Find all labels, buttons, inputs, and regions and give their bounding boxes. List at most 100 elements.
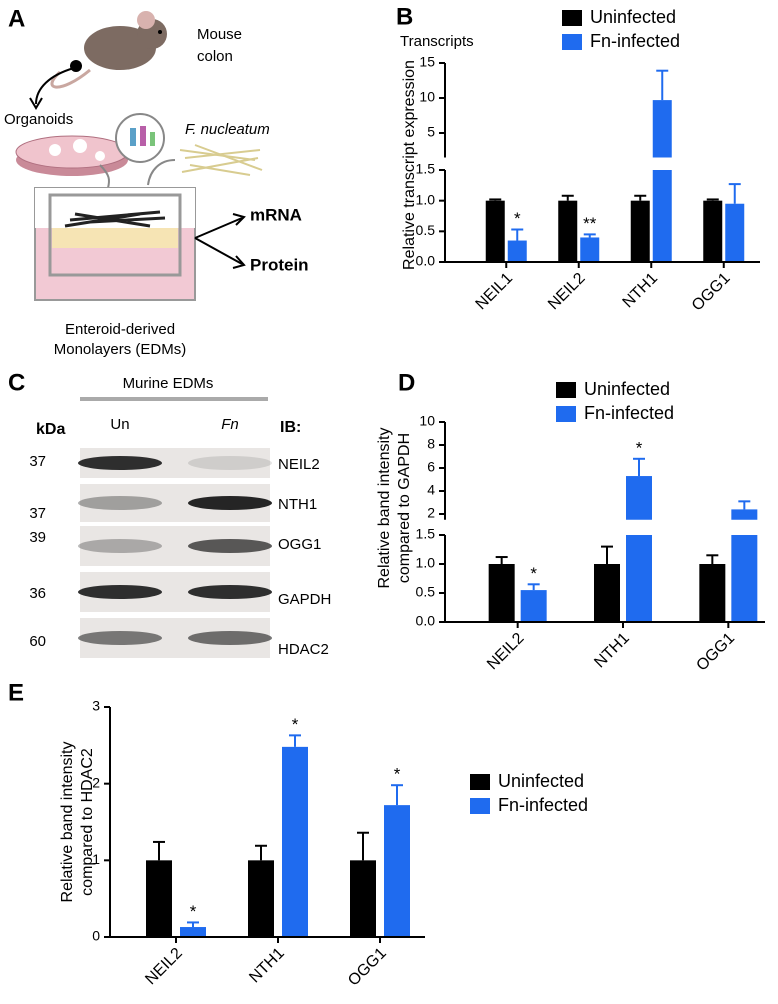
readout-label: mRNA <box>250 205 302 224</box>
significance: * <box>394 765 401 784</box>
y-tick-label: 8 <box>427 436 435 452</box>
protein-label: OGG1 <box>278 536 321 553</box>
y-tick-label: 2 <box>92 774 100 790</box>
legend-swatch <box>562 10 582 26</box>
panel-label: A <box>8 5 25 32</box>
bar <box>652 100 672 262</box>
y-axis-label: compared to GAPDH <box>396 433 413 583</box>
axis-break <box>447 519 767 535</box>
transwell <box>34 187 196 301</box>
protein-label: HDAC2 <box>278 641 329 658</box>
legend-swatch <box>470 798 490 814</box>
y-axis-label: compared to HDAC2 <box>79 748 96 896</box>
panel-label: E <box>8 679 24 706</box>
y-tick-label: 0.0 <box>416 613 436 629</box>
significance: * <box>190 902 197 921</box>
source-label: colon <box>197 48 233 65</box>
significance: ** <box>583 214 597 233</box>
bar <box>384 805 410 937</box>
legend-label: Fn-infected <box>584 403 674 423</box>
bar <box>626 476 652 622</box>
source-label: Mouse <box>197 26 242 43</box>
kda-label: 37 <box>29 505 46 522</box>
bar <box>594 564 620 622</box>
y-tick-label: 0.5 <box>416 584 436 600</box>
y-tick-label: 0.5 <box>416 222 436 238</box>
y-tick-label: 1 <box>92 851 100 867</box>
y-axis-label: Relative band intensity <box>376 428 393 589</box>
bar <box>146 860 172 937</box>
x-tick-label: OGG1 <box>345 945 390 990</box>
x-tick-label: NEIL2 <box>545 270 589 314</box>
bar <box>485 200 505 262</box>
blot-band <box>188 456 272 470</box>
blot-band <box>78 585 162 599</box>
caption: Monolayers (EDMs) <box>54 341 187 358</box>
marker-dot <box>70 60 82 72</box>
legend-label: Uninfected <box>590 7 676 27</box>
bar <box>580 237 600 262</box>
kda-label: 39 <box>29 529 46 546</box>
kda-header: kDa <box>36 421 65 438</box>
bar <box>725 203 745 262</box>
bacterium-label: F. nucleatum <box>185 121 270 138</box>
ib-header: IB: <box>280 419 301 436</box>
bar <box>507 240 527 262</box>
y-tick-label: 10 <box>419 413 435 429</box>
blot-band <box>188 631 272 645</box>
panel-label: B <box>396 3 413 30</box>
arrow <box>147 159 176 186</box>
kda-label: 37 <box>29 453 46 470</box>
readout-label: Protein <box>250 255 309 274</box>
arrow <box>194 217 243 265</box>
bacteria <box>179 144 263 176</box>
bar <box>699 564 726 622</box>
significance: * <box>530 564 537 583</box>
x-tick-label: OGG1 <box>693 630 738 675</box>
kda-label: 36 <box>29 585 46 602</box>
axis-break <box>447 157 762 170</box>
significance: * <box>636 438 643 457</box>
arrow <box>35 67 75 105</box>
y-tick-label: 15 <box>419 54 435 70</box>
y-tick-label: 0.0 <box>416 253 436 269</box>
blot-band <box>188 585 272 599</box>
blot-band <box>78 496 162 510</box>
bar <box>248 860 274 937</box>
x-tick-label: NEIL2 <box>142 945 186 989</box>
organoid-dish <box>15 113 165 176</box>
panel-label: C <box>8 369 25 396</box>
protein-label: NTH1 <box>278 496 317 513</box>
bar <box>180 927 206 937</box>
bar <box>520 590 547 622</box>
blot-band <box>188 539 272 553</box>
legend-label: Uninfected <box>498 771 584 791</box>
y-axis-label: Relative band intensity <box>59 742 76 903</box>
x-tick-label: NTH1 <box>619 270 661 312</box>
y-tick-label: 10 <box>419 89 435 105</box>
y-tick-label: 2 <box>427 505 435 521</box>
legend-swatch <box>556 382 576 398</box>
x-tick-label: NTH1 <box>246 945 288 987</box>
y-tick-label: 1.5 <box>416 161 436 177</box>
legend-label: Fn-infected <box>590 31 680 51</box>
significance: * <box>292 715 299 734</box>
legend-swatch <box>562 34 582 50</box>
legend-swatch <box>556 406 576 422</box>
annotation: Transcripts <box>400 33 474 50</box>
protein-label: NEIL2 <box>278 456 320 473</box>
blot-title: Murine EDMs <box>123 375 214 392</box>
y-tick-label: 0 <box>92 928 100 944</box>
significance: * <box>514 209 521 228</box>
blot-band <box>78 631 162 645</box>
arrow <box>99 164 110 189</box>
blot-band <box>78 456 162 470</box>
blot-band <box>78 539 162 553</box>
bar <box>630 200 650 262</box>
panel-label: D <box>398 369 415 396</box>
lane-label: Fn <box>221 416 239 433</box>
legend-label: Uninfected <box>584 379 670 399</box>
y-tick-label: 1.5 <box>416 526 436 542</box>
y-tick-label: 5 <box>427 124 435 140</box>
